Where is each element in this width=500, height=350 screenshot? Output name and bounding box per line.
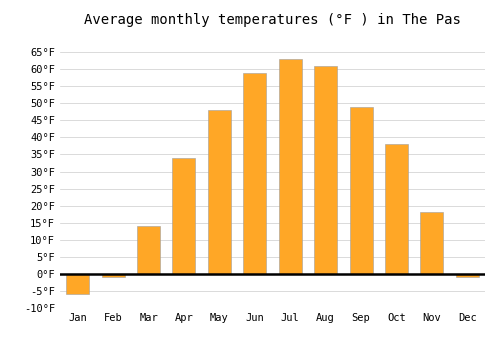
Bar [137,226,160,274]
Bar [208,110,231,274]
Bar [244,72,266,274]
Bar [172,158,196,274]
Bar [456,274,479,277]
Bar [102,274,124,277]
Bar [350,107,372,274]
Bar [278,59,301,274]
Title: Average monthly temperatures (°F ) in The Pas: Average monthly temperatures (°F ) in Th… [84,13,461,27]
Bar [314,66,337,274]
Bar [385,144,408,274]
Bar [66,274,89,294]
Bar [420,212,444,274]
